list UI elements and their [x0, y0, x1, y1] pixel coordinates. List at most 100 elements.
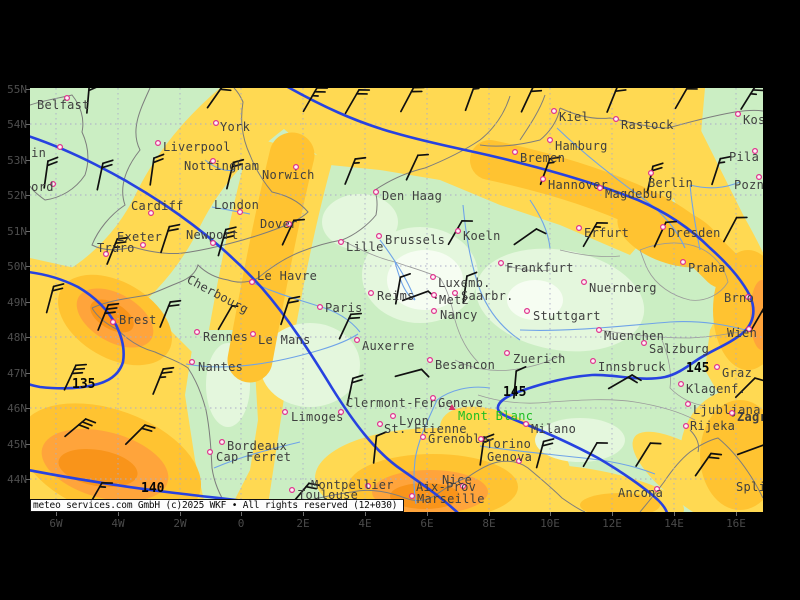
city-marker-icon: [56, 144, 63, 151]
city-label: London: [214, 198, 259, 212]
wind-barb-icon: [217, 226, 237, 257]
wind-barb-icon: [479, 433, 495, 466]
city: Bordeaux: [219, 439, 287, 453]
wind-barb-icon: [63, 363, 88, 391]
city-label: Cardiff: [131, 199, 184, 213]
city: Clermont-Fer.: [338, 396, 444, 416]
city-label: Bremen: [520, 151, 565, 165]
city-marker-icon: [728, 410, 735, 417]
city-label: Torino: [486, 437, 531, 451]
city: Le Mans: [250, 331, 310, 347]
lat-axis-label: 50N: [7, 260, 27, 273]
lon-tick: [303, 512, 304, 516]
city-marker-icon: [713, 364, 720, 371]
lon-tick: [365, 512, 366, 516]
city: Berlin: [647, 170, 693, 190]
city: Liverpool: [155, 140, 231, 154]
city-label: Stuttgart: [533, 309, 601, 323]
wind-barb-icon: [226, 158, 245, 190]
city-marker-icon: [430, 274, 437, 281]
wind-barb-icon: [96, 159, 114, 191]
contour-value-label: 135: [72, 377, 95, 392]
wind-barb-icon: [740, 88, 763, 110]
city-marker-icon: [580, 279, 587, 286]
city-marker-icon: [368, 290, 375, 297]
lon-tick: [56, 512, 57, 516]
city: Metz: [431, 292, 469, 307]
lon-tick: [550, 512, 551, 516]
city-label: Innsbruck: [598, 360, 666, 374]
city: Muenchen: [595, 327, 664, 343]
city-marker-icon: [679, 259, 686, 266]
city-marker-icon: [612, 115, 619, 122]
lat-axis-label: 46N: [7, 402, 27, 415]
wind-barb-icon: [206, 88, 232, 109]
city-label: Le Havre: [257, 269, 317, 283]
city-label: Nottingham: [184, 159, 259, 173]
contour-value-label: 145: [686, 361, 709, 376]
city-marker-icon: [207, 449, 214, 456]
city: Hannover: [539, 176, 608, 192]
wind-barb-icon: [513, 366, 527, 399]
city-label: Graz: [722, 366, 752, 380]
city: Reims: [368, 289, 414, 303]
city-marker-icon: [194, 329, 201, 336]
city-marker-icon: [377, 421, 384, 428]
city-marker-icon: [249, 279, 256, 286]
city-label: Bordeaux: [227, 439, 287, 453]
wind-barb-icon: [394, 273, 412, 305]
wind-barb-icon: [106, 236, 129, 265]
city: Lyon: [390, 413, 429, 428]
city-label: Liverpool: [163, 140, 231, 154]
city-label: Rastock: [621, 118, 674, 132]
lat-axis-label: 53N: [7, 154, 27, 167]
wind-barb-icon: [462, 271, 478, 304]
city: Koszalin: [734, 110, 763, 127]
lat-tick: [26, 444, 30, 445]
city-label: Magdeburg: [605, 187, 673, 201]
city-label: Split: [736, 480, 763, 494]
city: Belfast: [37, 94, 90, 112]
wind-barb-icon: [97, 302, 120, 331]
city-label: Zuerich: [513, 352, 566, 366]
city-marker-icon: [460, 483, 467, 490]
city-marker-icon: [504, 350, 511, 357]
city-marker-icon: [49, 181, 56, 188]
city-marker-icon: [452, 290, 459, 297]
city: Zuerich: [504, 350, 566, 366]
lat-tick: [26, 231, 30, 232]
city: Magdeburg: [596, 185, 673, 201]
city: Praha: [679, 259, 725, 275]
city: Rennes: [194, 329, 248, 344]
lat-tick: [26, 195, 30, 196]
city-label: Poznan: [734, 178, 763, 192]
city: Truro: [97, 241, 134, 258]
city-label: Hamburg: [555, 139, 608, 153]
city: Mont Blanc: [448, 404, 533, 423]
city: Exeter: [117, 230, 162, 249]
wind-barb-icon: [674, 88, 698, 110]
city-marker-icon: [250, 331, 257, 338]
wind-barb-icon: [64, 418, 97, 438]
wind-barb-icon: [635, 442, 662, 467]
lon-axis-label: 8E: [482, 517, 496, 530]
city: Innsbruck: [589, 358, 666, 374]
city: Nantes: [189, 359, 243, 374]
city-marker-icon: [286, 221, 293, 228]
city-marker-icon: [647, 170, 654, 177]
city-marker-icon: [155, 140, 162, 147]
city-marker-icon: [338, 409, 345, 416]
wind-barb-icon: [149, 153, 165, 186]
lat-axis-label: 51N: [7, 225, 27, 238]
city-label: Belfast: [37, 98, 90, 112]
contour-value-label: 140: [141, 481, 165, 496]
city-label: Exeter: [117, 230, 162, 244]
city: Le Havre: [249, 269, 317, 286]
city-label: Montpellier: [311, 478, 394, 492]
coastline-layer: [30, 88, 763, 512]
city-marker-icon: [420, 434, 427, 441]
city-label: Marseille: [417, 492, 485, 506]
city: Montpellier: [311, 478, 394, 492]
lat-axis-label: 45N: [7, 438, 27, 451]
wind-barb-icon: [520, 88, 545, 113]
